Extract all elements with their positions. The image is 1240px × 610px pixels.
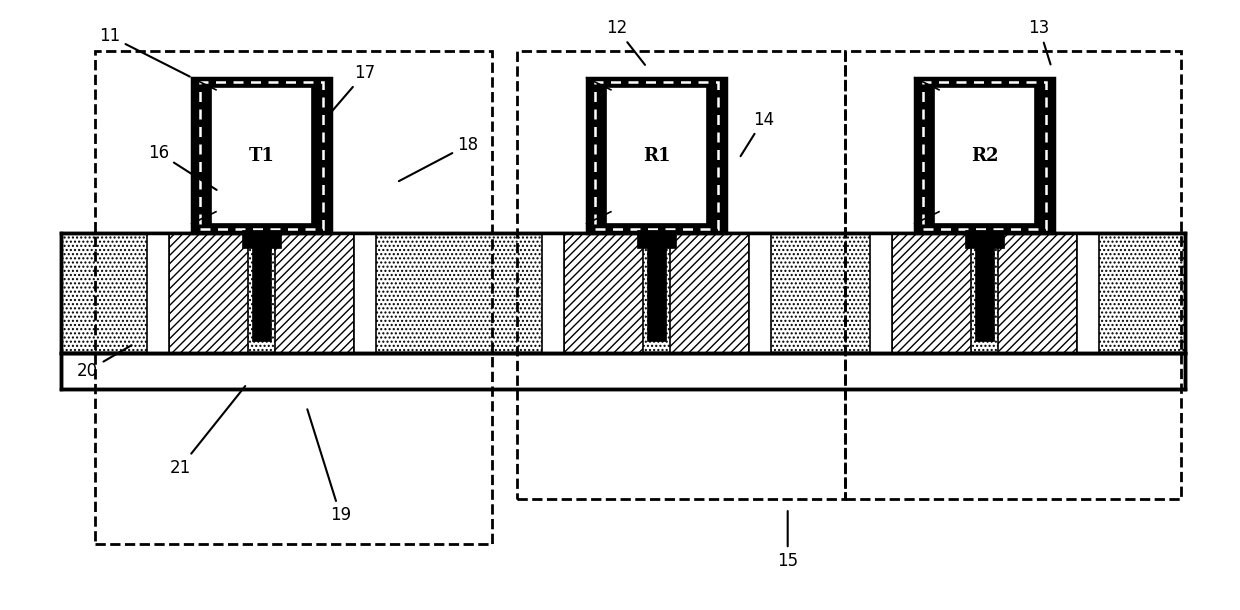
Bar	[647, 233, 666, 341]
Bar	[1076, 233, 1099, 353]
Text: 20: 20	[77, 345, 131, 380]
Bar	[61, 233, 1185, 353]
Text: 21: 21	[170, 386, 246, 476]
Bar	[844, 51, 1182, 499]
Bar	[275, 233, 353, 353]
Bar	[242, 230, 281, 248]
Bar	[749, 233, 771, 353]
Text: 12: 12	[605, 20, 645, 65]
Bar	[870, 233, 893, 353]
Bar	[587, 78, 727, 233]
Bar	[934, 87, 1035, 224]
Bar	[965, 230, 1004, 248]
Text: 15: 15	[777, 511, 799, 570]
Bar	[252, 233, 272, 341]
Bar	[670, 233, 749, 353]
Bar	[192, 78, 331, 233]
Bar	[606, 87, 707, 224]
Text: 19: 19	[308, 409, 351, 525]
Bar	[975, 233, 994, 341]
Bar	[211, 87, 312, 224]
Bar	[353, 233, 376, 353]
Bar	[637, 230, 676, 248]
Bar	[61, 353, 1185, 389]
Bar	[542, 233, 564, 353]
Text: 18: 18	[399, 136, 479, 181]
Bar	[95, 51, 492, 544]
Bar	[924, 82, 1045, 229]
Bar	[200, 82, 322, 229]
Bar	[517, 51, 844, 499]
Text: 11: 11	[99, 27, 190, 77]
Bar	[148, 233, 169, 353]
Text: 17: 17	[326, 64, 376, 118]
Bar	[915, 78, 1054, 233]
Text: R1: R1	[642, 146, 670, 165]
Bar	[893, 233, 971, 353]
Bar	[169, 233, 248, 353]
Text: R2: R2	[971, 146, 998, 165]
Bar	[564, 233, 644, 353]
Text: 14: 14	[740, 110, 774, 156]
Text: 16: 16	[148, 143, 217, 190]
Text: 13: 13	[1029, 20, 1050, 65]
Text: T1: T1	[248, 146, 274, 165]
Bar	[595, 82, 718, 229]
Bar	[998, 233, 1076, 353]
